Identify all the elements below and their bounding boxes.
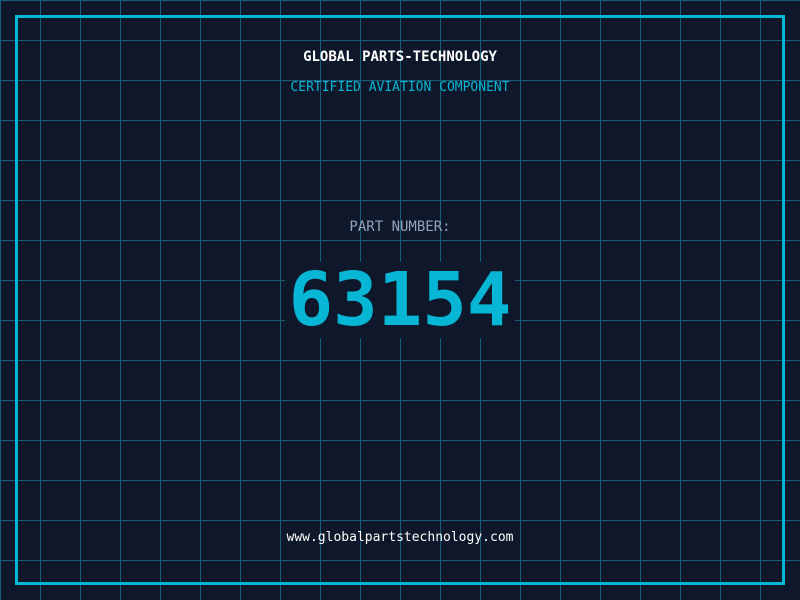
certification-subtitle: CERTIFIED AVIATION COMPONENT: [290, 80, 510, 95]
part-number-label: PART NUMBER:: [349, 219, 451, 235]
company-title: GLOBAL PARTS-TECHNOLOGY: [303, 49, 497, 65]
card-border: [15, 15, 785, 585]
part-number-value: 63154: [284, 262, 516, 338]
part-number-container: 63154: [0, 262, 800, 338]
website-url: www.globalpartstechnology.com: [286, 530, 514, 545]
